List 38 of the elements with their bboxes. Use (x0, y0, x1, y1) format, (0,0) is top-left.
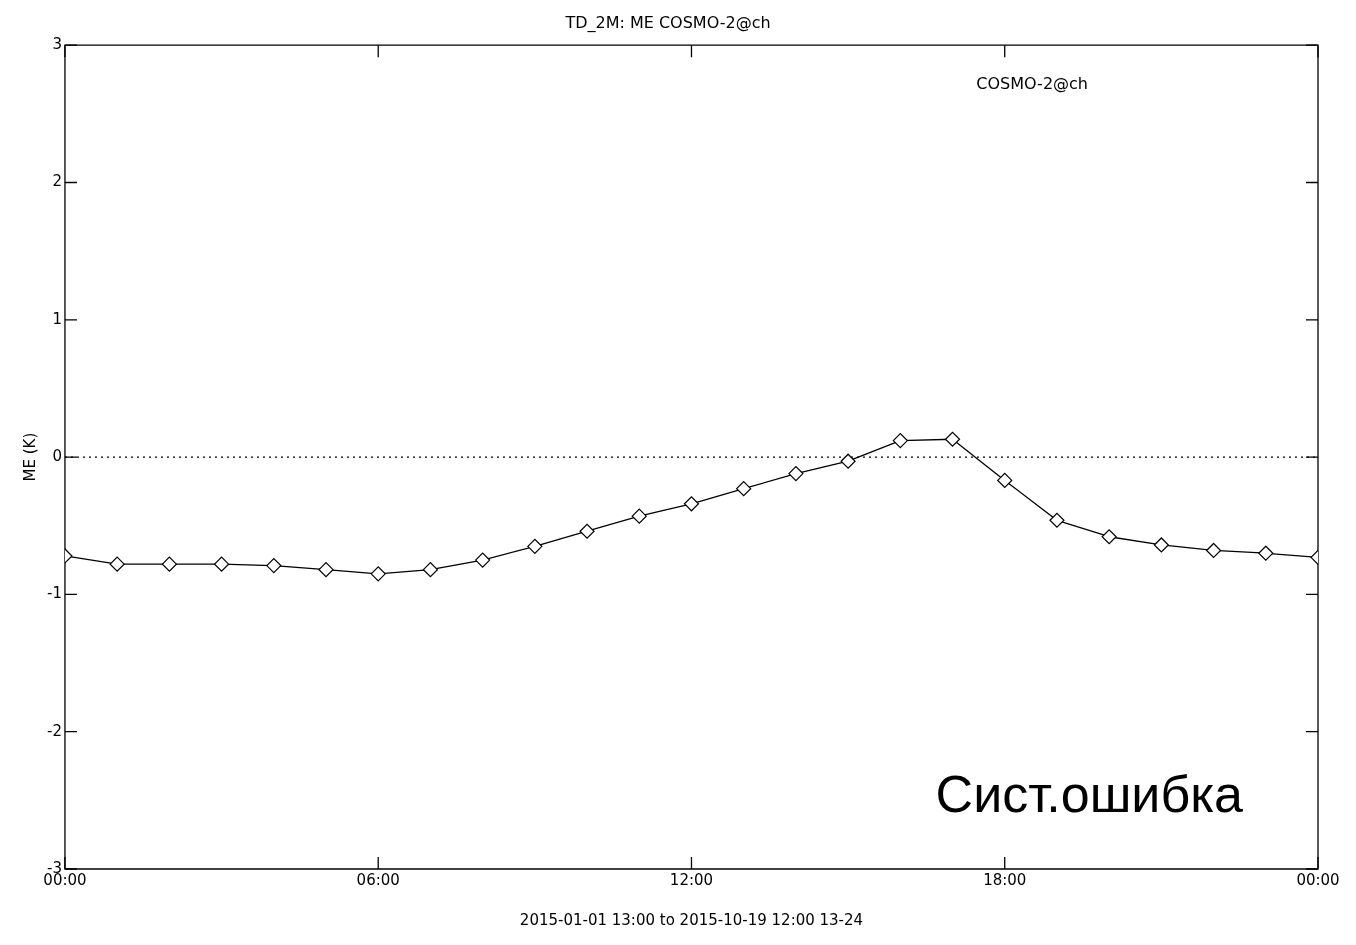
x-tick-label: 18:00 (983, 870, 1027, 889)
y-tick-label: -1 (46, 584, 62, 603)
y-tick-label: 1 (52, 309, 62, 328)
y-axis-title: ME (K) (20, 432, 39, 482)
y-tick-label: -2 (46, 721, 62, 740)
point (475, 552, 491, 568)
point (422, 562, 439, 578)
point (683, 496, 700, 512)
point (527, 538, 543, 554)
point (1205, 542, 1222, 559)
point (1049, 512, 1065, 528)
point (1101, 529, 1117, 545)
point (109, 556, 125, 572)
x-tick-label: 12:00 (669, 870, 714, 889)
y-tick-label: 0 (52, 446, 62, 465)
y-tick-label: 3 (52, 35, 62, 54)
point (1153, 537, 1169, 553)
x-tick-label: 00:00 (1296, 870, 1340, 889)
chart-title: TD_2M: ME COSMO-2@ch (564, 12, 771, 33)
point (579, 523, 595, 539)
x-tick-label: 06:00 (356, 870, 400, 889)
annotation: Сист.ошибка (935, 765, 1244, 824)
point (736, 481, 752, 497)
point (631, 508, 647, 524)
point (318, 562, 334, 578)
point (997, 472, 1013, 489)
point (213, 556, 230, 572)
text: 2015-01-01 13:00 to 2015-10-19 12:00 13-24 (519, 911, 864, 930)
y-tick-label: 2 (52, 172, 62, 191)
point (840, 453, 856, 469)
legend-label: COSMO-2@ch (976, 74, 1088, 94)
point (892, 433, 908, 449)
point (788, 465, 804, 482)
point (161, 556, 177, 572)
point (1258, 545, 1274, 561)
point (266, 557, 282, 574)
point (370, 566, 386, 582)
point (944, 431, 961, 447)
